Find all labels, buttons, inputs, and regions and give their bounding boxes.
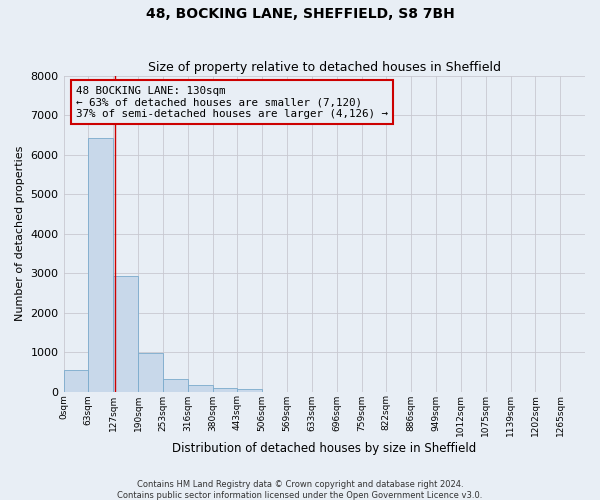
Text: Contains HM Land Registry data © Crown copyright and database right 2024.
Contai: Contains HM Land Registry data © Crown c… [118,480,482,500]
Bar [212,388,238,392]
Text: 48 BOCKING LANE: 130sqm
← 63% of detached houses are smaller (7,120)
37% of semi: 48 BOCKING LANE: 130sqm ← 63% of detache… [76,86,388,118]
Y-axis label: Number of detached properties: Number of detached properties [15,146,25,322]
Bar [113,276,138,392]
Bar [238,389,262,392]
Bar [64,370,88,392]
Title: Size of property relative to detached houses in Sheffield: Size of property relative to detached ho… [148,62,501,74]
Bar [138,353,163,392]
Bar [88,138,113,392]
X-axis label: Distribution of detached houses by size in Sheffield: Distribution of detached houses by size … [172,442,476,455]
Bar [163,378,188,392]
Bar [188,386,212,392]
Text: 48, BOCKING LANE, SHEFFIELD, S8 7BH: 48, BOCKING LANE, SHEFFIELD, S8 7BH [146,8,454,22]
